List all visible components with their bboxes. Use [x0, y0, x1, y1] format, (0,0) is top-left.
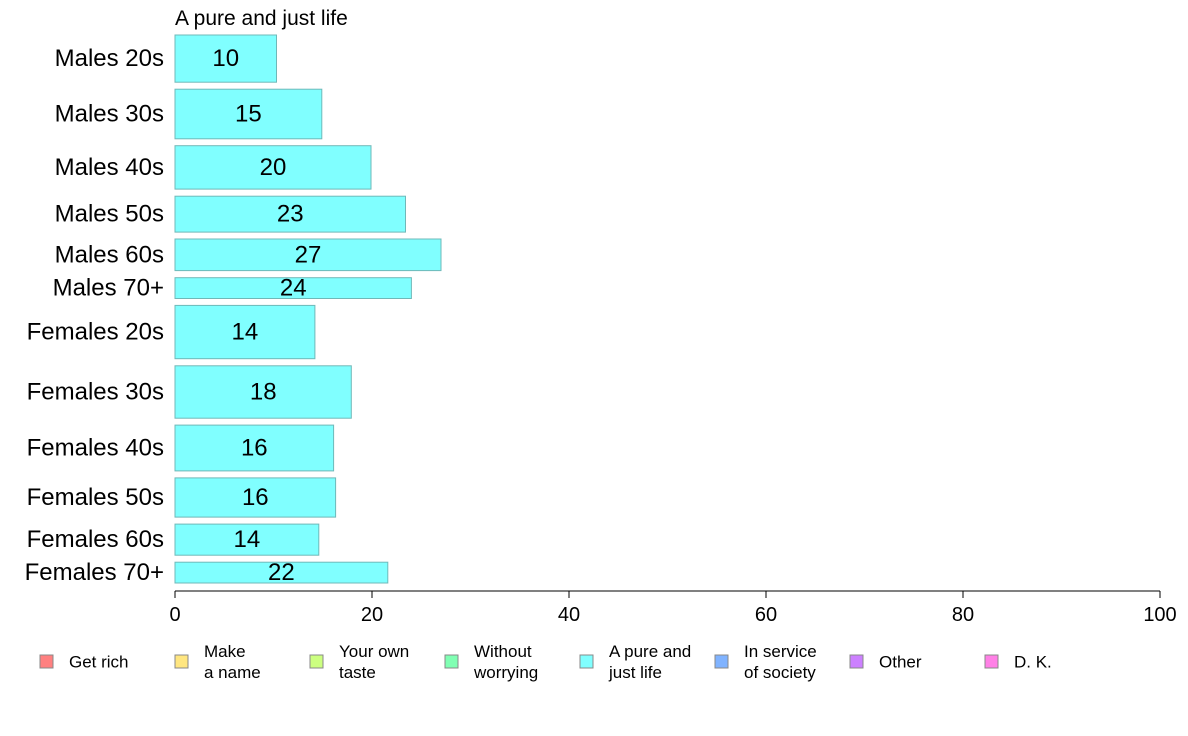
bar	[174, 304, 316, 360]
data-label: 10	[212, 45, 239, 72]
bar	[174, 477, 337, 518]
category-label: Males 40s	[55, 154, 164, 181]
legend-swatch	[309, 654, 324, 669]
legend-swatch	[444, 654, 459, 669]
bar	[174, 424, 335, 472]
bar	[174, 277, 412, 300]
bar	[174, 523, 320, 556]
data-label: 15	[235, 101, 262, 128]
data-label: 22	[268, 559, 295, 586]
data-label: 18	[250, 378, 277, 405]
data-label: 16	[241, 435, 268, 462]
legend: Get rich Make a name Your own taste Without wo…	[39, 642, 1052, 682]
x-tick-label: 20	[361, 604, 383, 626]
data-label: 20	[260, 154, 287, 181]
data-label: 24	[280, 275, 307, 302]
bar	[174, 365, 352, 419]
data-label: 27	[295, 241, 322, 268]
legend-swatch	[849, 654, 864, 669]
bar	[174, 238, 442, 272]
x-tick-label: 80	[952, 604, 974, 626]
x-tick-label: 100	[1143, 604, 1176, 626]
legend-label: Get rich	[69, 653, 129, 672]
legend-swatch	[174, 654, 189, 669]
category-label: Males 60s	[55, 241, 164, 268]
bars-group: Males 20s 10 Males 30s 15 Males 40s 20 Males 5…	[25, 34, 442, 586]
legend-label: a name	[204, 663, 261, 682]
legend-label: Make	[204, 642, 246, 661]
legend-label: A pure and	[609, 642, 691, 661]
data-label: 16	[242, 484, 269, 511]
data-label: 14	[232, 319, 259, 346]
legend-swatch	[579, 654, 594, 669]
bar	[174, 145, 372, 190]
bar	[174, 34, 277, 83]
legend-label: taste	[339, 663, 376, 682]
legend-label: Your own	[339, 642, 409, 661]
legend-label: of society	[744, 663, 816, 682]
legend-label: Other	[879, 653, 922, 672]
category-label: Males 50s	[55, 201, 164, 228]
category-label: Males 70+	[53, 275, 164, 302]
category-label: Females 70+	[25, 559, 164, 586]
x-tick-label: 60	[755, 604, 777, 626]
legend-label: In service	[744, 642, 817, 661]
category-label: Females 60s	[27, 526, 164, 553]
legend-label: Without	[474, 642, 532, 661]
legend-label: D. K.	[1014, 653, 1052, 672]
data-label: 14	[234, 526, 261, 553]
chart-title: A pure and just life	[175, 7, 348, 30]
bar	[174, 88, 323, 140]
legend-swatch	[39, 654, 54, 669]
bar	[174, 195, 406, 233]
category-label: Females 20s	[27, 319, 164, 346]
data-label: 23	[277, 201, 304, 228]
legend-label: worrying	[473, 663, 538, 682]
x-axis: 0 20 40 60 80 100	[169, 590, 1177, 626]
bar	[174, 561, 389, 584]
x-tick-label: 0	[169, 604, 180, 626]
category-label: Females 50s	[27, 484, 164, 511]
x-tick-label: 40	[558, 604, 580, 626]
legend-label: just life	[608, 663, 662, 682]
legend-swatch	[984, 654, 999, 669]
category-label: Females 40s	[27, 435, 164, 462]
legend-swatch	[714, 654, 729, 669]
category-label: Males 20s	[55, 45, 164, 72]
category-label: Males 30s	[55, 101, 164, 128]
category-label: Females 30s	[27, 378, 164, 405]
